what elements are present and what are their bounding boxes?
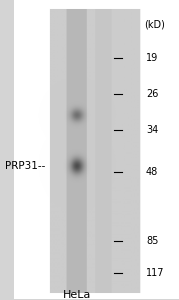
Text: 85: 85	[146, 236, 158, 246]
Text: PRP31--: PRP31--	[5, 161, 45, 171]
Text: HeLa: HeLa	[63, 290, 92, 300]
Text: 48: 48	[146, 167, 158, 177]
Text: 26: 26	[146, 89, 158, 99]
Text: 34: 34	[146, 125, 158, 135]
Text: (kD): (kD)	[144, 20, 165, 29]
Text: 117: 117	[146, 268, 165, 278]
Text: 19: 19	[146, 53, 158, 63]
